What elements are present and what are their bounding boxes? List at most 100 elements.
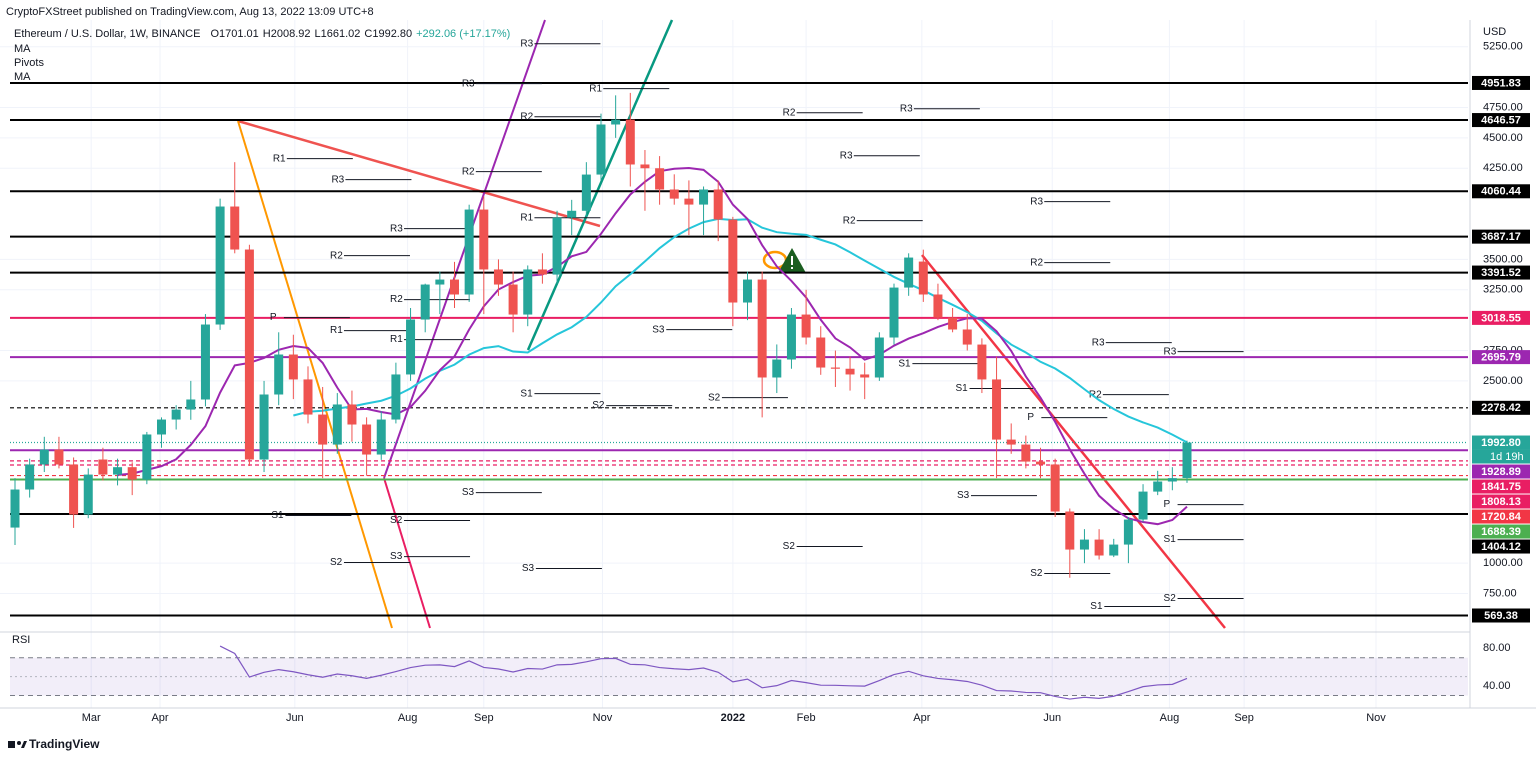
y-tick-label: 4750.00 xyxy=(1483,101,1523,113)
rsi-label: RSI xyxy=(12,634,30,646)
pivot-label: S2 xyxy=(1164,593,1177,604)
level-label-box xyxy=(1472,75,1530,90)
candle-body xyxy=(684,198,694,205)
x-tick-label: Sep xyxy=(1234,712,1254,724)
candle-body xyxy=(772,359,782,378)
axes: 5250.00 4750.00 4500.00 4250.00 3500.00 3250.… xyxy=(82,41,1530,724)
currency-label: USD xyxy=(1483,26,1506,38)
level-label: 1992.80 xyxy=(1481,437,1521,449)
pivot-label: S3 xyxy=(390,551,403,562)
candle-body xyxy=(1153,481,1163,492)
candle-body xyxy=(54,449,64,465)
pivot-label: R2 xyxy=(783,107,796,118)
pivot-label: S1 xyxy=(956,383,969,394)
indicator-label[interactable]: MA xyxy=(14,71,31,83)
pivot-label: S2 xyxy=(330,557,343,568)
pivot-label: S1 xyxy=(898,358,911,369)
pivot-label: S1 xyxy=(271,510,284,521)
level-label-box xyxy=(1472,400,1530,415)
candle-body xyxy=(1123,519,1133,545)
candle-body xyxy=(69,464,79,515)
level-label: 4951.83 xyxy=(1481,77,1521,89)
candle-body xyxy=(186,399,196,410)
candle-body xyxy=(1036,461,1045,465)
level-label: 2695.79 xyxy=(1481,352,1521,364)
candle-body xyxy=(1094,539,1104,556)
candle-body xyxy=(596,124,606,175)
symbol-header: Ethereum / U.S. Dollar, 1W, BINANCE O1701… xyxy=(14,28,510,40)
level-label-box xyxy=(1472,524,1530,539)
brand-logo xyxy=(8,741,27,748)
pivot-label: R3 xyxy=(331,174,344,185)
pivot-label: R2 xyxy=(843,215,856,226)
pivot-label: R1 xyxy=(390,334,403,345)
candle-body xyxy=(127,467,137,480)
pivot-label: S3 xyxy=(957,490,970,501)
level-label-box xyxy=(1472,464,1530,479)
x-tick-label: Sep xyxy=(474,712,494,724)
pivot-label: R3 xyxy=(1030,196,1043,207)
drawings xyxy=(0,19,1536,709)
countdown-box xyxy=(1472,449,1530,464)
candle-body xyxy=(508,284,518,315)
plot: R3 R2 R1 R3 R1 R3 R2 R1 R3 R2 R2 R1 R1 P S1 S2 S3 S2 S2 R2 R… xyxy=(10,38,1468,700)
candle-body xyxy=(552,217,562,275)
candle-body xyxy=(244,249,254,460)
brand-name: TradingView xyxy=(29,737,100,751)
level-label-box xyxy=(1472,479,1530,494)
candle-body xyxy=(962,329,972,345)
level-label-box xyxy=(1472,608,1530,623)
level-label-box xyxy=(1472,310,1530,325)
pivot-label: R2 xyxy=(1030,257,1043,268)
candle-body xyxy=(318,414,328,445)
indicator-label[interactable]: Pivots xyxy=(14,57,44,69)
pivot-label: R2 xyxy=(462,166,475,177)
pivot-label: P xyxy=(270,312,277,323)
candle-body xyxy=(655,168,665,190)
level-label: 3018.55 xyxy=(1481,312,1521,324)
candle-body xyxy=(171,409,181,420)
candle-body xyxy=(830,367,840,369)
pivot-label: R1 xyxy=(589,83,602,94)
logo-part xyxy=(21,741,27,748)
candle-body xyxy=(450,279,459,295)
candle-body xyxy=(391,374,401,420)
level-label: 4060.44 xyxy=(1481,186,1522,198)
candle-body xyxy=(493,269,503,285)
pivot-label: R3 xyxy=(900,103,913,114)
candle-body xyxy=(259,394,269,460)
pivot-label: S1 xyxy=(1090,601,1103,612)
candle-body xyxy=(1006,439,1016,445)
pivot-label: S2 xyxy=(390,515,403,526)
rsi-tick-label: 40.00 xyxy=(1483,680,1511,692)
candle-body xyxy=(113,467,123,475)
pivot-label: R3 xyxy=(1092,337,1105,348)
pivot-label: R2 xyxy=(390,294,403,305)
indicator-label[interactable]: MA xyxy=(14,43,31,55)
candle-body xyxy=(977,344,987,380)
rsi-line xyxy=(219,645,1188,700)
rsi-band xyxy=(10,657,1468,696)
candle-body xyxy=(274,354,284,395)
moving-average xyxy=(293,217,1188,444)
candle-body xyxy=(1138,491,1148,520)
x-tick-label: Nov xyxy=(593,712,613,724)
pivot-label: S3 xyxy=(462,487,475,498)
ohlc-high: H2008.92 xyxy=(263,28,311,40)
candle-body xyxy=(215,206,225,325)
x-tick-label: Apr xyxy=(151,712,168,724)
candle-body xyxy=(786,314,796,360)
candle-body xyxy=(640,164,650,169)
y-tick-label: 3250.00 xyxy=(1483,284,1523,296)
candle-body xyxy=(435,279,445,285)
level-label-box xyxy=(1472,229,1530,244)
candle-body xyxy=(332,404,342,445)
level-label: 1841.75 xyxy=(1481,481,1521,493)
candle-body xyxy=(874,337,884,378)
pivot-label: S3 xyxy=(522,563,535,574)
level-label-box xyxy=(1472,184,1530,199)
candle-body xyxy=(669,189,679,199)
warning-mark xyxy=(791,256,793,265)
candle-body xyxy=(288,354,298,380)
